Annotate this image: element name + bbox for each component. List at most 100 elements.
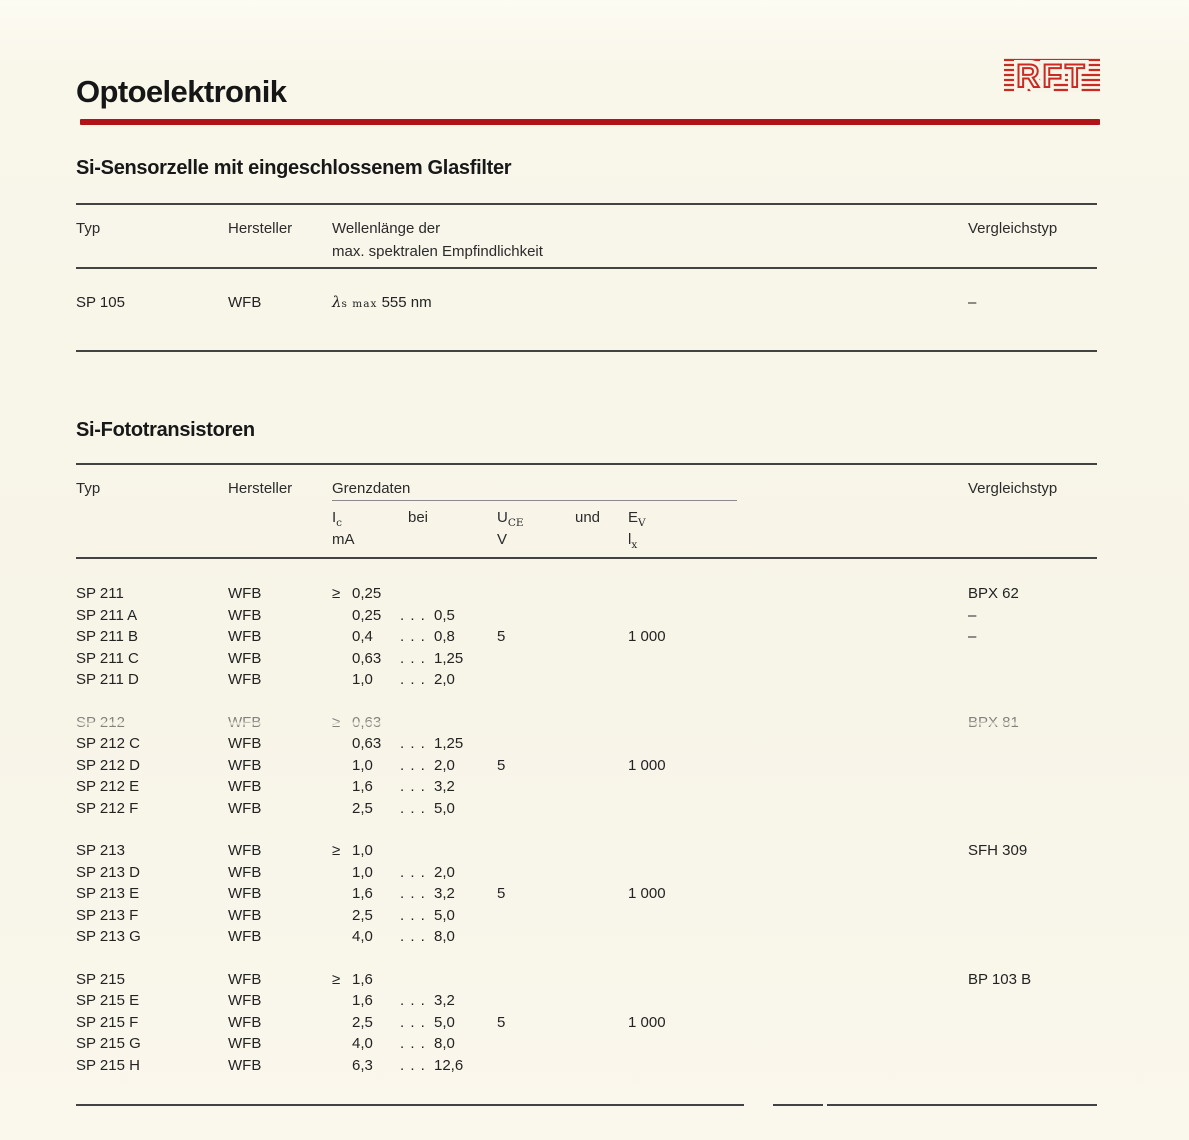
ic-min-value: 1,0: [352, 756, 373, 774]
cell-hersteller: WFB: [228, 294, 262, 311]
cell-ic-range: 1,0 . . . 2,0: [332, 669, 497, 691]
ic-range-dots: . . .: [400, 606, 426, 624]
lambda-symbol: λ: [332, 293, 342, 311]
header-rule: [80, 119, 1100, 125]
ic-min-value: 2,5: [352, 906, 373, 924]
cell-ev: [628, 990, 968, 1012]
cell-ic-range: 2,5 . . . 5,0: [332, 798, 497, 820]
cell-uce: 5: [497, 756, 506, 774]
cell-ic-range: 0,25 . . . 0,5: [332, 605, 497, 627]
cell-vergleichstyp: [968, 1033, 1097, 1055]
sensor-table-header-line: [76, 267, 1097, 269]
cell-typ: SP 211 B: [76, 628, 138, 645]
ic-min-value: 0,25: [352, 585, 382, 602]
cell-hersteller: WFB: [228, 713, 262, 731]
ic-range-dots: . . .: [400, 735, 426, 752]
cell-typ: SP 215 H: [76, 1056, 140, 1074]
ic-ge-symbol: ≥: [332, 585, 341, 602]
cell-ic-range: ≥0,25: [332, 583, 497, 605]
row-group: SP 215 WFB ≥1,6 BP 103 B SP 215 E WFB 1,6 . . .…: [76, 969, 1097, 1077]
table-row: SP 215 F WFB 2,5 . . . 5,0 5 1 000: [76, 1012, 1097, 1034]
ic-ge-symbol: ≥: [332, 842, 341, 859]
cell-hersteller: WFB: [228, 1035, 262, 1052]
page-bottom-line-middle: [773, 1104, 823, 1106]
ic-min-value: 0,4: [352, 628, 373, 645]
subcolumn-bei: bei: [408, 509, 429, 526]
column-header-hersteller: Hersteller: [228, 480, 293, 497]
page-bottom-line-right: [827, 1104, 1097, 1106]
cell-ev: [628, 669, 968, 691]
cell-ev: [628, 862, 968, 884]
ic-min-value: 1,6: [352, 778, 373, 795]
cell-typ: SP 211 A: [76, 606, 138, 624]
cell-ev: 1 000: [628, 756, 666, 774]
subcolumn-ev: EV lx: [628, 507, 968, 551]
transistor-section-heading: Si-Fototransistoren: [76, 419, 255, 441]
cell-ev: [628, 605, 968, 627]
cell-vergleichstyp: [968, 776, 1097, 798]
rft-logo-stripes: [1004, 58, 1100, 92]
ic-min-value: 1,0: [352, 671, 373, 688]
cell-hersteller: WFB: [228, 1056, 262, 1074]
cell-vergleichstyp: –: [968, 606, 977, 624]
cell-ev: [628, 969, 968, 991]
cell-typ: SP 215 G: [76, 1035, 141, 1052]
transistor-table-header: Typ Hersteller Grenzdaten Vergleichstyp: [76, 477, 1097, 500]
ic-ge-symbol: ≥: [332, 713, 341, 731]
cell-ev: 1 000: [628, 885, 666, 902]
ic-range-dots: . . .: [400, 1056, 426, 1074]
ic-max-value: 5,0: [434, 906, 455, 924]
cell-hersteller: WFB: [228, 756, 262, 774]
ic-max-value: 8,0: [434, 1035, 455, 1052]
row-group: SP 212 WFB ≥0,63 BPX 81 SP 212 C WFB 0,63 . . .…: [76, 712, 1097, 820]
cell-hersteller: WFB: [228, 628, 262, 645]
cell-ic-range: ≥1,6: [332, 969, 497, 991]
lambda-subscript: s max: [341, 298, 378, 310]
cell-ic-range: 6,3 . . . 12,6: [332, 1055, 497, 1077]
cell-uce: [497, 798, 628, 820]
transistor-rows: SP 211 WFB ≥0,25 BPX 62 SP 211 A WFB 0,25 . . .…: [76, 583, 1097, 1097]
cell-ev: [628, 648, 968, 670]
cell-hersteller: WFB: [228, 842, 262, 859]
ic-min-value: 2,5: [352, 1013, 373, 1031]
table-row: SP 212 F WFB 2,5 . . . 5,0: [76, 798, 1097, 820]
uce-unit: V: [497, 531, 508, 548]
cell-typ: SP 213: [76, 842, 125, 859]
ic-min-value: 4,0: [352, 1035, 373, 1052]
cell-ev: [628, 926, 968, 948]
uce-symbol: UCE: [497, 509, 524, 529]
cell-hersteller: WFB: [228, 928, 262, 945]
cell-ev: [628, 733, 968, 755]
cell-typ: SP 211 C: [76, 649, 139, 667]
cell-ic-range: ≥0,63: [332, 712, 497, 734]
subcolumn-uce: UCE V: [497, 507, 575, 551]
table-row: SP 212 WFB ≥0,63 BPX 81: [76, 712, 1097, 734]
column-header-hersteller: Hersteller: [228, 220, 293, 237]
ic-max-value: 0,5: [434, 606, 455, 624]
ic-range-dots: . . .: [400, 628, 426, 645]
table-row: SP 213 G WFB 4,0 . . . 8,0: [76, 926, 1097, 948]
cell-uce: [497, 583, 628, 605]
cell-ic-range: 1,0 . . . 2,0: [332, 862, 497, 884]
cell-hersteller: WFB: [228, 585, 262, 602]
cell-hersteller: WFB: [228, 863, 262, 881]
cell-typ: SP 212 D: [76, 756, 140, 774]
ic-max-value: 2,0: [434, 863, 455, 881]
cell-hersteller: WFB: [228, 778, 262, 795]
cell-hersteller: WFB: [228, 885, 262, 902]
cell-uce: [497, 1055, 628, 1077]
cell-hersteller: WFB: [228, 906, 262, 924]
sensor-table-bottom-line: [76, 350, 1097, 352]
rft-logo: RFT RFT: [1004, 54, 1100, 99]
ic-range-dots: . . .: [400, 756, 426, 774]
cell-typ: SP 211: [76, 585, 124, 602]
rft-logo-text-halo: RFT: [1016, 58, 1087, 94]
ic-max-value: 2,0: [434, 756, 455, 774]
ic-range-dots: . . .: [400, 863, 426, 881]
ic-min-value: 1,0: [352, 842, 373, 859]
ic-max-value: 3,2: [434, 992, 455, 1009]
wellenlaenge-value: 555 nm: [381, 294, 432, 311]
cell-vergleichstyp: [968, 1012, 1097, 1034]
cell-typ: SP 212 E: [76, 778, 140, 795]
ic-range-dots: . . .: [400, 649, 426, 667]
